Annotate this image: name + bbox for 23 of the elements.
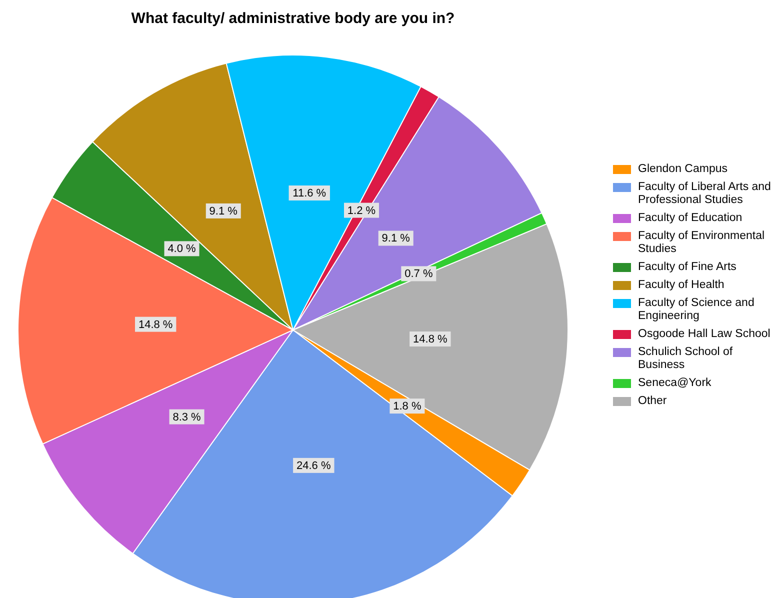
legend-label: Faculty of Education — [638, 212, 742, 225]
data-label: 11.6 % — [292, 187, 326, 200]
data-label: 14.8 % — [413, 333, 448, 346]
data-label: 9.1 % — [209, 205, 238, 218]
data-label: 24.6 % — [296, 460, 331, 472]
data-label: 9.1 % — [382, 232, 410, 245]
legend-label: Faculty of Fine Arts — [638, 261, 736, 274]
legend-label: Glendon Campus — [638, 163, 728, 176]
data-label: 1.8 % — [393, 400, 422, 413]
legend-label: Osgoode Hall Law School — [638, 328, 770, 341]
chart-title: What faculty/ administrative body are you in? — [130, 10, 456, 27]
data-label: 4.0 % — [168, 243, 196, 256]
legend-label: Faculty of Environmental Studies — [638, 230, 766, 256]
legend-label: Seneca@York — [638, 377, 712, 390]
data-label: 8.3 % — [172, 411, 202, 424]
legend-label: Faculty of Liberal Arts and Professional Studies — [638, 181, 772, 207]
legend-label: Faculty of Health — [638, 279, 724, 292]
legend-label: Faculty of Science and Engineering — [638, 297, 756, 323]
data-label: 0.7 % — [404, 268, 433, 280]
legend-label: Schulich School of Business — [638, 346, 734, 372]
legend-label: Other — [638, 395, 667, 408]
data-label: 14.8 % — [138, 318, 173, 331]
data-label: 1.2 % — [347, 204, 376, 217]
